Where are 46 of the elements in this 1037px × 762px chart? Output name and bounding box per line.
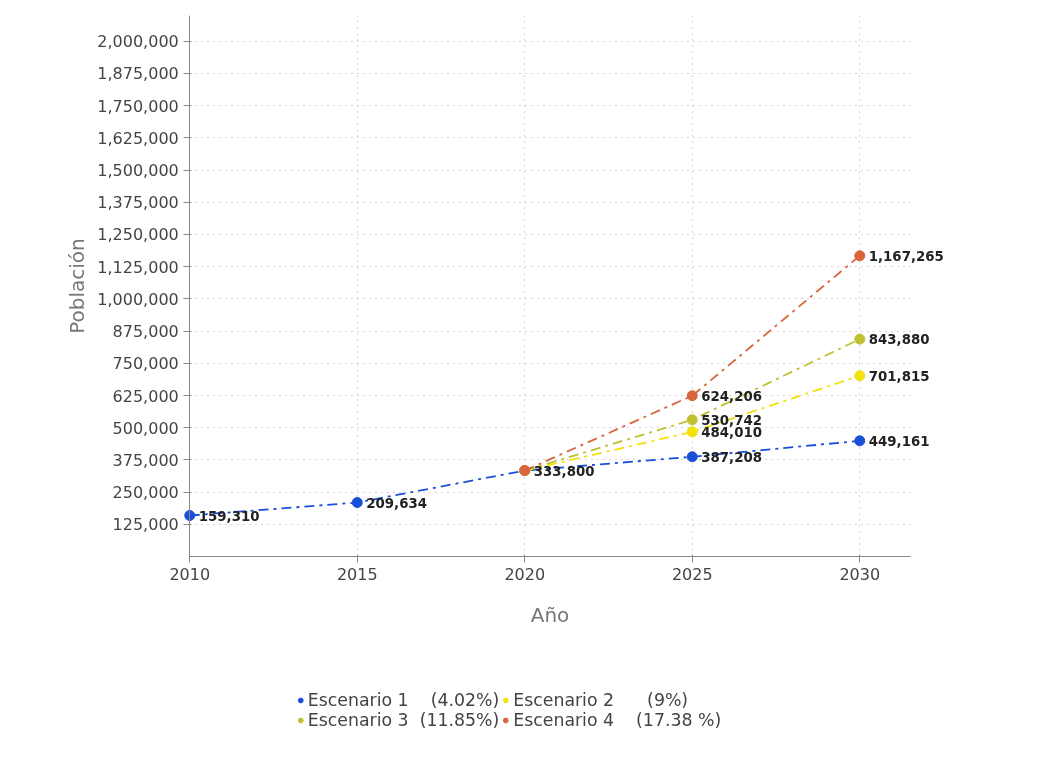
y-tick-label: 625,000 bbox=[112, 386, 179, 406]
y-tick-label: 1,125,000 bbox=[97, 257, 179, 277]
x-tick-label: 2010 bbox=[169, 564, 211, 584]
y-tick-label: 1,500,000 bbox=[97, 161, 179, 181]
point bbox=[184, 510, 196, 521]
point bbox=[686, 426, 698, 438]
data-label: 449,161 bbox=[868, 433, 930, 449]
data-label: 333,800 bbox=[533, 463, 595, 479]
y-tick-label: 375,000 bbox=[112, 450, 179, 470]
point bbox=[351, 497, 363, 509]
legend-label: Escenario 3 (11.85%) bbox=[307, 710, 500, 730]
data-label: 387,208 bbox=[701, 449, 762, 465]
point bbox=[686, 414, 698, 426]
y-tick-label: 125,000 bbox=[112, 515, 179, 535]
y-axis-title: Población bbox=[65, 238, 90, 334]
x-axis-title: Año bbox=[530, 602, 570, 627]
point bbox=[686, 390, 698, 402]
point bbox=[854, 370, 866, 382]
y-tick-label: 750,000 bbox=[112, 354, 179, 374]
legend-label: Escenario 1 (4.02%) bbox=[307, 690, 500, 710]
y-tick-label: 1,875,000 bbox=[97, 64, 179, 84]
legend-label: Escenario 4 (17.38 %) bbox=[513, 710, 722, 730]
data-label: 159,310 bbox=[198, 508, 260, 524]
y-tick-label: 1,000,000 bbox=[97, 289, 179, 309]
data-label: 701,815 bbox=[868, 368, 930, 384]
x-tick-label: 2030 bbox=[839, 564, 881, 584]
x-tick-label: 2015 bbox=[336, 564, 378, 584]
y-tick-label: 1,250,000 bbox=[97, 225, 179, 245]
data-label: 624,206 bbox=[701, 388, 762, 404]
x-tick-label: 2020 bbox=[504, 564, 546, 584]
data-label: 843,880 bbox=[868, 332, 930, 348]
point bbox=[854, 435, 866, 447]
legend-label: Escenario 2 (9%) bbox=[513, 690, 689, 710]
y-tick-label: 1,375,000 bbox=[97, 193, 179, 213]
y-tick-label: 250,000 bbox=[112, 483, 179, 503]
point bbox=[854, 250, 866, 262]
y-tick-label: 1,625,000 bbox=[97, 128, 179, 148]
y-tick-label: 1,750,000 bbox=[97, 96, 179, 116]
point bbox=[686, 451, 698, 463]
data-label: 209,634 bbox=[366, 495, 427, 511]
point bbox=[854, 333, 866, 345]
data-label: 1,167,265 bbox=[868, 248, 944, 264]
x-tick-label: 2025 bbox=[671, 564, 713, 584]
y-tick-label: 2,000,000 bbox=[97, 32, 179, 52]
y-tick-label: 500,000 bbox=[112, 418, 179, 438]
y-tick-label: 875,000 bbox=[112, 322, 179, 342]
